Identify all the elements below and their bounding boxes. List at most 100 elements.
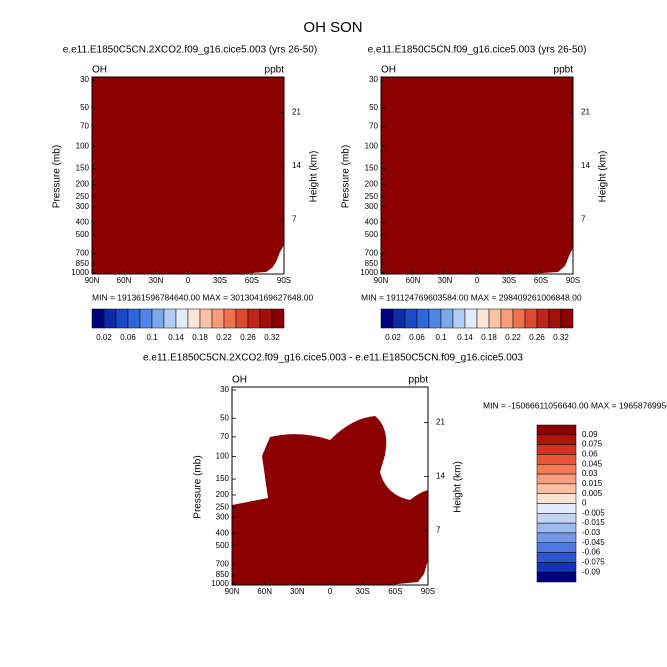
- colorbar-box: [139, 308, 153, 329]
- colorbar-box: [536, 542, 577, 553]
- colorbar-box: [187, 308, 201, 329]
- contour-fill: [381, 77, 573, 274]
- y2-tick-label: 21: [581, 108, 590, 117]
- colorbar-box: [151, 308, 165, 329]
- colorbar-box: [452, 308, 466, 329]
- stats-label: MIN = 191361596784640.00 MAX = 301304169…: [92, 292, 313, 302]
- y-tick-label: 400: [76, 218, 90, 227]
- colorbar-box: [91, 308, 105, 329]
- x-tick-label: 60S: [388, 587, 402, 596]
- colorbar-box: [247, 308, 261, 329]
- colorbar-label: 0.09: [582, 430, 598, 439]
- panel-fill: [92, 77, 573, 585]
- y-tick-label: 300: [365, 202, 379, 211]
- x-tick-label: 60S: [534, 276, 548, 285]
- colorbar-box: [440, 308, 454, 329]
- x-tick-label: 60N: [117, 276, 132, 285]
- colorbar-label: 0.32: [264, 333, 280, 342]
- y-tick-label: 70: [220, 432, 229, 441]
- y2-tick-label: 14: [292, 161, 301, 170]
- left-label: OH: [381, 65, 396, 76]
- contour-gap: [388, 560, 428, 585]
- colorbar-box: [536, 552, 577, 563]
- y-tick-label: 150: [76, 164, 90, 173]
- x-tick-label: 90S: [277, 276, 291, 285]
- right-label: ppbt: [554, 65, 574, 76]
- colorbar-box: [536, 532, 577, 543]
- y2-tick-label: 14: [436, 472, 445, 481]
- colorbar-box: [416, 308, 430, 329]
- x-tick-label: 0: [328, 587, 333, 596]
- y-tick-label: 50: [369, 103, 378, 112]
- colorbar-box: [103, 308, 117, 329]
- colorbar-label: -0.015: [582, 518, 605, 527]
- colorbar-label: 0.22: [505, 333, 521, 342]
- colorbar-box: [536, 493, 577, 504]
- colorbar-box: [175, 308, 189, 329]
- colorbar-box: [115, 308, 129, 329]
- colorbar-box: [392, 308, 406, 329]
- colorbar-label: -0.005: [582, 508, 605, 517]
- y-tick-label: 1000: [71, 268, 89, 277]
- y-tick-label: 150: [216, 474, 230, 483]
- colorbar-box: [464, 308, 478, 329]
- y-tick-label: 300: [216, 512, 230, 521]
- colorbar-box: [127, 308, 141, 329]
- x-tick-label: 30N: [438, 276, 453, 285]
- colorbar-box: [223, 308, 237, 329]
- colorbar-label: 0.1: [146, 333, 158, 342]
- colorbar-box: [548, 308, 562, 329]
- x-tick-label: 90S: [421, 587, 435, 596]
- colorbar-label: -0.075: [582, 557, 605, 566]
- colorbar-label: 0.005: [582, 489, 603, 498]
- right-label: ppbt: [265, 65, 285, 76]
- y-tick-label: 400: [365, 218, 379, 227]
- colorbar-box: [235, 308, 249, 329]
- y-tick-label: 70: [80, 122, 89, 131]
- figure-title: OH SON: [303, 19, 362, 36]
- colorbar-box: [536, 513, 577, 524]
- y2-axis-label: Height (km): [309, 151, 320, 203]
- y-tick-label: 30: [369, 75, 378, 84]
- colorbar-label: 0.26: [240, 333, 256, 342]
- colorbar-box: [560, 308, 574, 329]
- colorbar-box: [380, 308, 394, 329]
- colorbar-label: 0.14: [168, 333, 184, 342]
- y2-tick-label: 14: [581, 161, 590, 170]
- contour-fill: [92, 77, 284, 274]
- y-tick-label: 200: [76, 180, 90, 189]
- x-tick-label: 90N: [85, 276, 100, 285]
- x-tick-label: 30N: [290, 587, 305, 596]
- subtitle: e.e11.E1850C5CN.f09_g16.cice5.003 (yrs 2…: [368, 45, 587, 56]
- x-tick-label: 60S: [245, 276, 259, 285]
- y2-axis-label: Height (km): [598, 151, 609, 203]
- y2-axis-label: Height (km): [453, 461, 464, 513]
- colorbar-label: 0.18: [192, 333, 208, 342]
- y-tick-label: 300: [76, 202, 90, 211]
- colorbar-label: -0.06: [582, 548, 601, 557]
- colorbar-label: 0.03: [582, 469, 598, 478]
- y-tick-label: 100: [216, 452, 230, 461]
- y2-tick-label: 7: [292, 215, 297, 224]
- y-tick-label: 700: [216, 559, 230, 568]
- y-tick-label: 700: [365, 248, 379, 257]
- stats-label: MIN = 191124769603584.00 MAX = 298409261…: [361, 292, 582, 302]
- colorbar-box: [536, 522, 577, 534]
- x-tick-label: 90N: [374, 276, 389, 285]
- y-tick-label: 400: [216, 528, 230, 537]
- y-tick-label: 100: [76, 141, 90, 150]
- colorbar-box: [163, 308, 177, 329]
- y-tick-label: 500: [216, 541, 230, 550]
- y-tick-label: 850: [216, 570, 230, 579]
- colorbar-label: -0.09: [582, 567, 601, 576]
- colorbar-label: 0.14: [457, 333, 473, 342]
- contour-fill: [232, 416, 428, 585]
- y-tick-label: 30: [220, 385, 229, 394]
- y2-tick-label: 21: [436, 418, 445, 427]
- colorbar-box: [536, 464, 577, 475]
- colorbar-label: 0.1: [435, 333, 447, 342]
- colorbar-label: 0: [582, 499, 587, 508]
- y-tick-label: 250: [365, 192, 379, 201]
- y-tick-label: 250: [216, 502, 230, 511]
